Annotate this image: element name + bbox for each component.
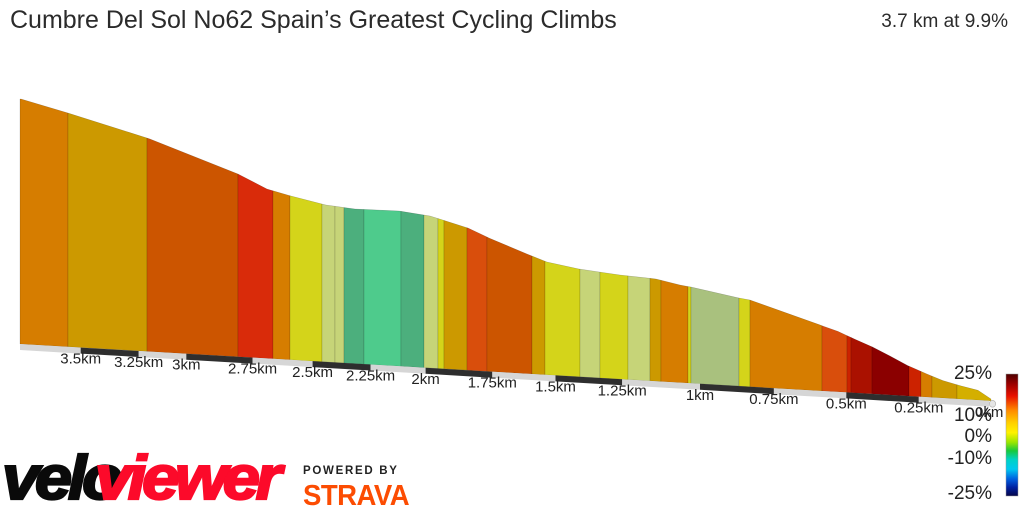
svg-text:2.5km: 2.5km xyxy=(292,364,333,381)
svg-text:-10%: -10% xyxy=(948,448,992,469)
svg-text:1.5km: 1.5km xyxy=(535,378,576,395)
svg-text:25%: 25% xyxy=(954,363,992,384)
svg-text:1.25km: 1.25km xyxy=(598,382,647,399)
svg-text:3km: 3km xyxy=(172,357,200,374)
svg-text:3.25km: 3.25km xyxy=(114,354,163,371)
svg-text:2.75km: 2.75km xyxy=(228,361,277,378)
svg-text:3.5km: 3.5km xyxy=(60,351,101,368)
svg-text:1km: 1km xyxy=(686,387,714,404)
svg-text:-25%: -25% xyxy=(948,483,992,504)
svg-text:0.75km: 0.75km xyxy=(749,391,798,408)
svg-text:0%: 0% xyxy=(965,426,993,447)
svg-text:2.25km: 2.25km xyxy=(346,368,395,385)
svg-text:0.5km: 0.5km xyxy=(826,395,867,412)
svg-text:2km: 2km xyxy=(411,371,439,388)
svg-text:1.75km: 1.75km xyxy=(468,375,517,392)
svg-text:viewer: viewer xyxy=(95,449,286,512)
svg-text:10%: 10% xyxy=(954,405,992,426)
svg-text:0.25km: 0.25km xyxy=(894,400,943,417)
